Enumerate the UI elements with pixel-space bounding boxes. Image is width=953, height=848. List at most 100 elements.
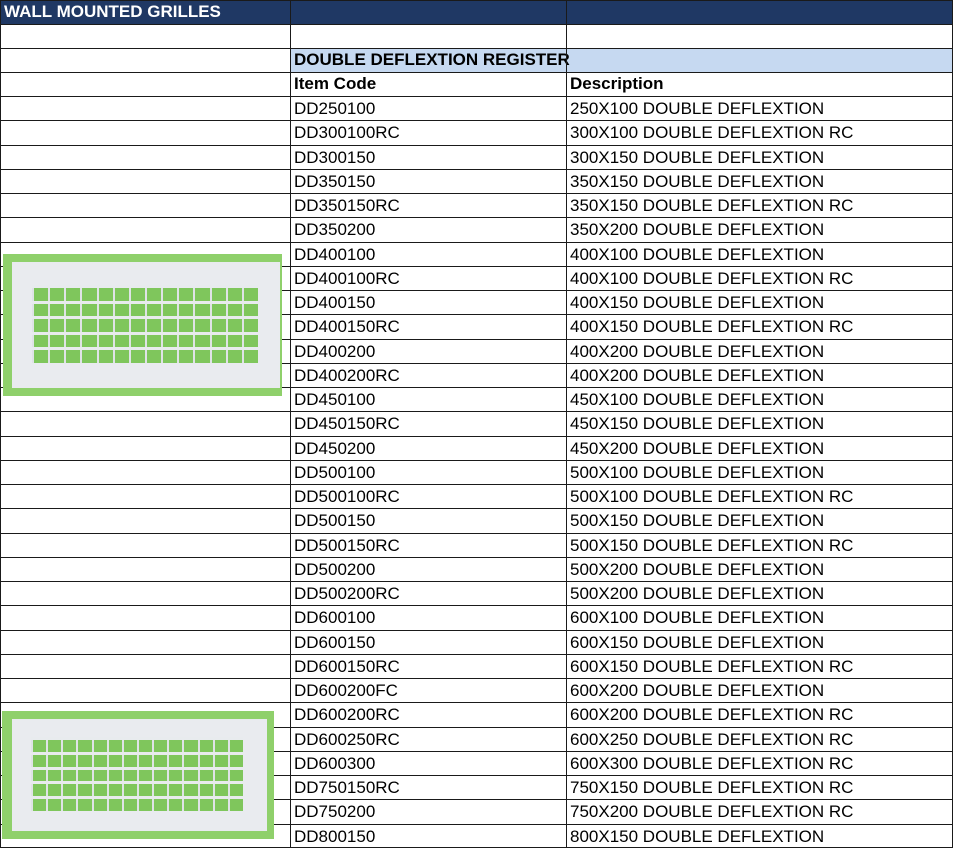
- item-code-cell: DD400200RC: [294, 366, 400, 385]
- row-gridline: [0, 678, 953, 679]
- item-code-cell: DD750200: [294, 802, 376, 821]
- item-code-cell: DD800150: [294, 827, 376, 846]
- item-code-cell: DD400200: [294, 342, 376, 361]
- description-cell: 600X150 DOUBLE DEFLEXTION: [570, 633, 825, 652]
- item-code-cell: DD600150RC: [294, 657, 400, 676]
- description-cell: 400X100 DOUBLE DEFLEXTION RC: [570, 269, 854, 288]
- row-gridline: [0, 387, 953, 388]
- row-gridline: [0, 314, 953, 315]
- item-code-cell: DD500200RC: [294, 584, 400, 603]
- row-gridline: [0, 775, 953, 776]
- item-code-cell: DD500100RC: [294, 487, 400, 506]
- description-cell: 750X150 DOUBLE DEFLEXTION RC: [570, 778, 854, 797]
- grille-louvres: [31, 737, 243, 811]
- item-code-cell: DD350200: [294, 220, 376, 239]
- description-cell: 400X200 DOUBLE DEFLEXTION: [570, 366, 825, 385]
- item-code-cell: DD450150RC: [294, 414, 400, 433]
- row-gridline: [0, 751, 953, 752]
- grille-louvres: [32, 285, 258, 363]
- row-gridline: [0, 24, 953, 25]
- description-cell: 750X200 DOUBLE DEFLEXTION RC: [570, 802, 854, 821]
- item-code-cell: DD500150RC: [294, 536, 400, 555]
- item-code-cell: DD600250RC: [294, 730, 400, 749]
- description-cell: 300X150 DOUBLE DEFLEXTION: [570, 148, 825, 167]
- description-cell: 350X150 DOUBLE DEFLEXTION: [570, 172, 825, 191]
- item-code-cell: DD450200: [294, 439, 376, 458]
- description-cell: 600X250 DOUBLE DEFLEXTION RC: [570, 730, 854, 749]
- description-cell: 500X150 DOUBLE DEFLEXTION: [570, 511, 825, 530]
- row-gridline: [0, 484, 953, 485]
- row-gridline: [0, 727, 953, 728]
- column-gridline: [566, 0, 567, 848]
- description-cell: 500X150 DOUBLE DEFLEXTION RC: [570, 536, 854, 555]
- item-code-cell: DD600150: [294, 633, 376, 652]
- item-code-cell: DD600200RC: [294, 705, 400, 724]
- item-code-cell: DD600200FC: [294, 681, 398, 700]
- item-code-cell: DD300100RC: [294, 123, 400, 142]
- description-cell: 600X150 DOUBLE DEFLEXTION RC: [570, 657, 854, 676]
- description-cell: 250X100 DOUBLE DEFLEXTION: [570, 99, 825, 118]
- row-gridline: [0, 581, 953, 582]
- item-code-cell: DD600300: [294, 754, 376, 773]
- column-gridline: [0, 0, 1, 848]
- grille-photo: [3, 254, 282, 396]
- row-gridline: [0, 339, 953, 340]
- description-cell: 450X150 DOUBLE DEFLEXTION: [570, 414, 825, 433]
- row-gridline: [0, 290, 953, 291]
- description-cell: 600X100 DOUBLE DEFLEXTION: [570, 608, 825, 627]
- section-header-band: [291, 48, 952, 72]
- row-gridline: [0, 48, 953, 49]
- row-gridline: [0, 242, 953, 243]
- row-gridline: [0, 266, 953, 267]
- description-cell: 500X100 DOUBLE DEFLEXTION RC: [570, 487, 854, 506]
- column-header-description: Description: [570, 74, 664, 93]
- row-gridline: [0, 96, 953, 97]
- item-code-cell: DD400150RC: [294, 317, 400, 336]
- description-cell: 300X100 DOUBLE DEFLEXTION RC: [570, 123, 854, 142]
- description-cell: 400X100 DOUBLE DEFLEXTION: [570, 245, 825, 264]
- row-gridline: [0, 799, 953, 800]
- row-gridline: [0, 630, 953, 631]
- description-cell: 500X200 DOUBLE DEFLEXTION: [570, 560, 825, 579]
- description-cell: 450X100 DOUBLE DEFLEXTION: [570, 390, 825, 409]
- item-code-cell: DD500150: [294, 511, 376, 530]
- row-gridline: [0, 169, 953, 170]
- sheet-title: WALL MOUNTED GRILLES: [4, 2, 221, 21]
- item-code-cell: DD600100: [294, 608, 376, 627]
- description-cell: 400X200 DOUBLE DEFLEXTION: [570, 342, 825, 361]
- description-cell: 500X200 DOUBLE DEFLEXTION: [570, 584, 825, 603]
- row-gridline: [0, 702, 953, 703]
- row-gridline: [0, 72, 953, 73]
- column-gridline: [290, 0, 291, 848]
- description-cell: 600X200 DOUBLE DEFLEXTION: [570, 681, 825, 700]
- description-cell: 350X150 DOUBLE DEFLEXTION RC: [570, 196, 854, 215]
- row-gridline: [0, 120, 953, 121]
- item-code-cell: DD400100RC: [294, 269, 400, 288]
- item-code-cell: DD350150RC: [294, 196, 400, 215]
- row-gridline: [0, 217, 953, 218]
- row-gridline: [0, 363, 953, 364]
- grille-photo: [2, 711, 274, 839]
- row-gridline: [0, 654, 953, 655]
- item-code-cell: DD400150: [294, 293, 376, 312]
- item-code-cell: DD300150: [294, 148, 376, 167]
- description-cell: 450X200 DOUBLE DEFLEXTION: [570, 439, 825, 458]
- description-cell: 350X200 DOUBLE DEFLEXTION: [570, 220, 825, 239]
- column-header-item-code: Item Code: [294, 74, 377, 93]
- item-code-cell: DD350150: [294, 172, 376, 191]
- item-code-cell: DD500200: [294, 560, 376, 579]
- section-title: DOUBLE DEFLEXTION REGISTER: [294, 50, 570, 69]
- item-code-cell: DD400100: [294, 245, 376, 264]
- item-code-cell: DD750150RC: [294, 778, 400, 797]
- row-gridline: [0, 193, 953, 194]
- item-code-cell: DD250100: [294, 99, 376, 118]
- description-cell: 400X150 DOUBLE DEFLEXTION: [570, 293, 825, 312]
- row-gridline: [0, 605, 953, 606]
- item-code-cell: DD500100: [294, 463, 376, 482]
- item-code-cell: DD450100: [294, 390, 376, 409]
- row-gridline: [0, 411, 953, 412]
- description-cell: 500X100 DOUBLE DEFLEXTION: [570, 463, 825, 482]
- row-gridline: [0, 460, 953, 461]
- row-gridline: [0, 0, 953, 1]
